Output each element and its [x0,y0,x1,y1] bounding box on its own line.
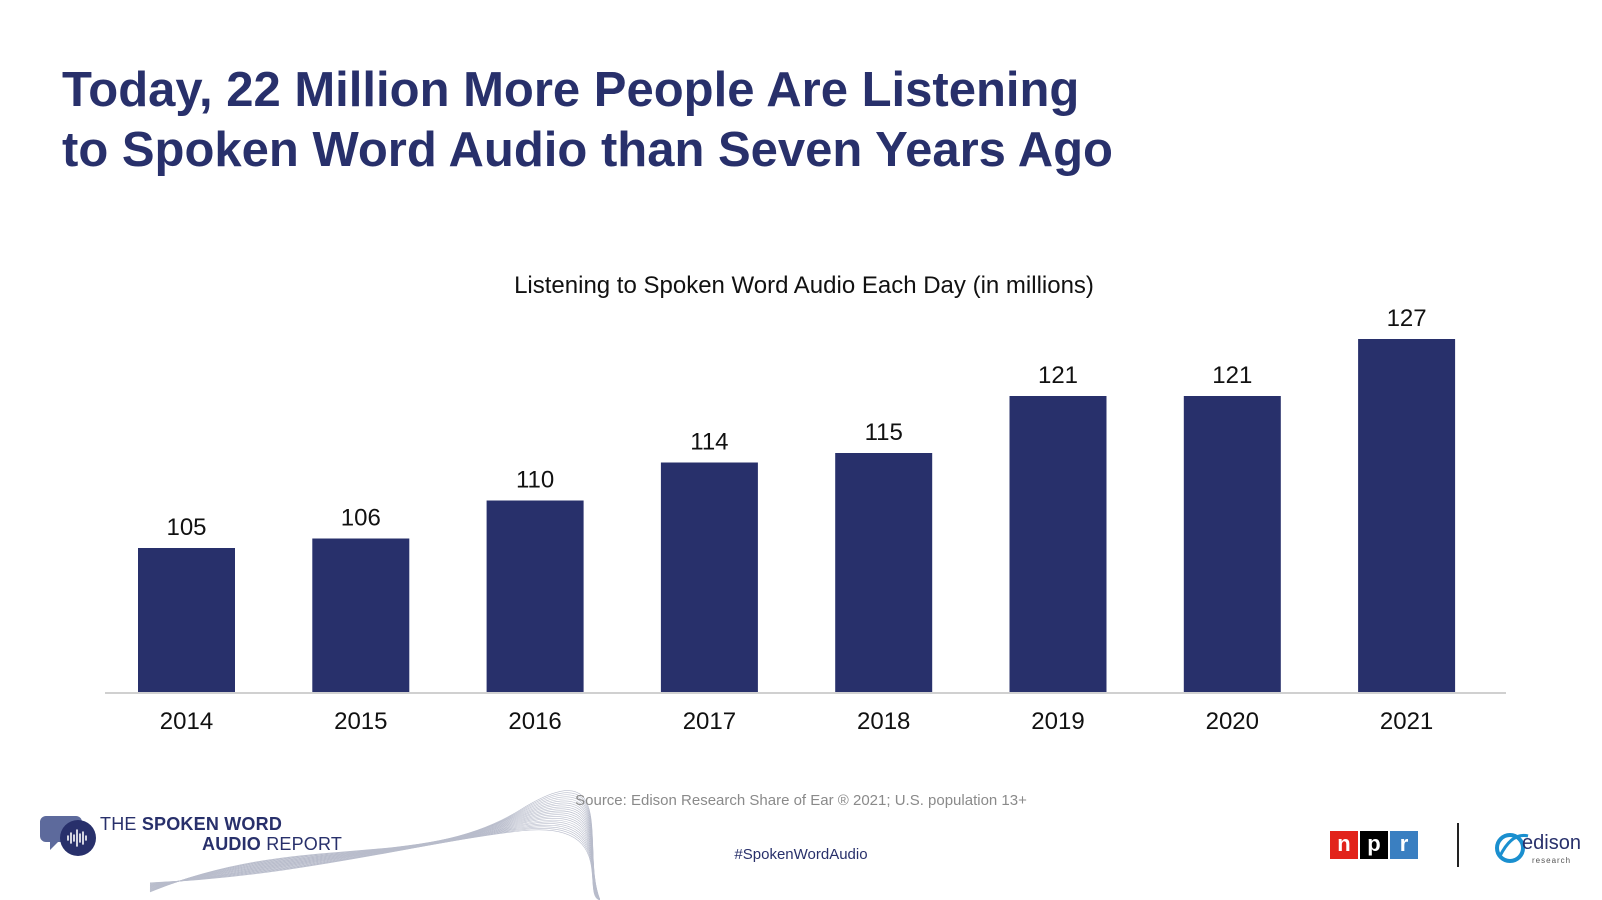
edison-swirl-icon [1495,833,1529,863]
report-logo-bold-1: SPOKEN WORD [141,814,283,834]
data-label-2020: 121 [1212,362,1252,389]
x-tick-label-2016: 2016 [508,708,561,735]
x-tick-label-2014: 2014 [160,708,213,735]
x-tick-label-2020: 2020 [1206,708,1259,735]
x-tick-label-2015: 2015 [334,708,387,735]
bar-2018 [835,453,933,692]
bar-2015 [312,538,410,692]
hashtag: #SpokenWordAudio [734,846,868,863]
report-logo-text: THE SPOKEN WORD AUDIO REPORT [100,814,342,854]
spoken-word-report-logo: THE SPOKEN WORD AUDIO REPORT [40,812,370,872]
report-logo-bold-2: AUDIO [202,834,261,854]
edison-tagline: research [1532,856,1572,865]
data-label-2017: 114 [690,429,728,456]
bar-2020 [1183,396,1281,692]
x-tick-label-2017: 2017 [683,708,736,735]
report-logo-prefix: THE [100,814,142,834]
bar-2021 [1358,339,1456,692]
npr-letter-p: p [1360,831,1388,859]
npr-logo: n p r [1330,831,1420,861]
logo-divider [1457,823,1459,867]
wave-decoration [149,790,600,900]
bar-2014 [138,548,235,692]
report-logo-suffix: REPORT [261,834,343,854]
x-tick-label-2019: 2019 [1031,708,1084,735]
bar-2019 [1009,396,1107,692]
data-label-2016: 110 [516,467,554,494]
data-label-2018: 115 [865,419,903,446]
data-label-2015: 106 [341,505,381,532]
bar-2016 [486,500,584,692]
x-tick-label-2018: 2018 [857,708,910,735]
data-label-2019: 121 [1038,362,1078,389]
x-tick-label-2021: 2021 [1380,708,1433,735]
bar-chart: Listening to Spoken Word Audio Each Day … [105,272,1506,735]
edison-research-logo: edison research [1492,826,1592,870]
edison-name: edison [1522,832,1581,854]
data-label-2014: 105 [166,514,206,541]
chart-title: Listening to Spoken Word Audio Each Day … [514,272,1094,299]
slide-title: Today, 22 Million More People Are Listen… [62,60,1262,180]
npr-letter-r: r [1390,831,1418,859]
data-label-2021: 127 [1387,305,1427,332]
wave-line [149,829,600,900]
bars-group: 105 2014 106 2015 110 2016 114 2017 115 2018 121 20… [138,305,1456,735]
speech-bubble-icon [40,816,96,856]
slide-title-line-1: Today, 22 Million More People Are Listen… [62,63,1080,117]
npr-letter-n: n [1330,831,1358,859]
slide-title-line-2: to Spoken Word Audio than Seven Years Ag… [62,123,1113,177]
bar-2017 [660,462,758,692]
source-note: Source: Edison Research Share of Ear ® 2… [575,792,1027,809]
